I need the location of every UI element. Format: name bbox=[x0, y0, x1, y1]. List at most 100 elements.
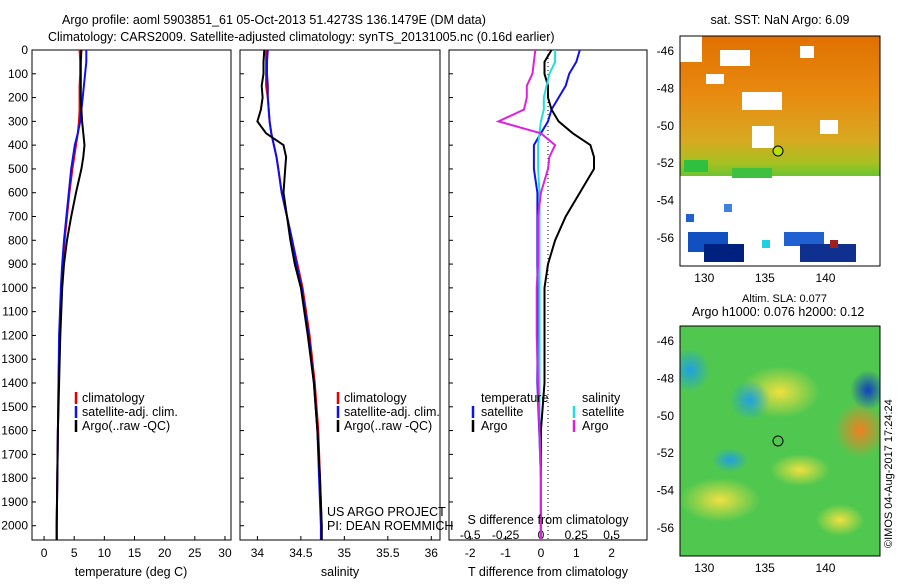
sla-map-lat-label: -54 bbox=[657, 484, 675, 498]
sla-map-lon-label: 135 bbox=[755, 561, 775, 575]
difference-xlabel: T difference from climatology bbox=[468, 565, 629, 579]
sla-blob bbox=[850, 370, 880, 410]
depth-tick-label: 100 bbox=[8, 67, 28, 81]
sst-map-lat-label: -54 bbox=[657, 194, 675, 208]
sst-missing-patch bbox=[706, 74, 724, 84]
sst-map-lat-label: -46 bbox=[657, 44, 675, 58]
difference-t-tick-label: -1 bbox=[500, 546, 511, 560]
difference-line-salinity-argo bbox=[495, 49, 557, 540]
temperature-x-tick-label: 25 bbox=[188, 546, 202, 560]
legend-label-satellite: satellite-adj. clim. bbox=[344, 405, 440, 419]
sst-missing-patch bbox=[742, 92, 782, 110]
legend-label-satellite: satellite-adj. clim. bbox=[82, 405, 178, 419]
sla-map bbox=[680, 326, 880, 556]
difference-s-tick-label: 0.25 bbox=[565, 528, 589, 542]
sst-map-title: sat. SST: NaN Argo: 6.09 bbox=[711, 13, 850, 27]
sla-map-lon-label: 140 bbox=[815, 561, 835, 575]
salinity-xlabel: salinity bbox=[321, 565, 360, 579]
temperature-line-argo bbox=[55, 49, 86, 540]
sst-missing-patch bbox=[720, 50, 750, 66]
axes-layer: 0100200300400500600700800900100011001200… bbox=[1, 43, 835, 575]
credit-line1: US ARGO PROJECT bbox=[327, 505, 446, 519]
depth-tick-label: 1900 bbox=[1, 495, 28, 509]
legend-label-argo: Argo(..raw -QC) bbox=[344, 419, 432, 433]
depth-tick-label: 1300 bbox=[1, 352, 28, 366]
depth-tick-label: 800 bbox=[8, 233, 28, 247]
depth-tick-label: 1100 bbox=[2, 305, 28, 319]
figure-title-line1: Argo profile: aoml 5903851_61 05-Oct-201… bbox=[62, 13, 486, 27]
legend-title-salinity: salinity bbox=[582, 391, 621, 405]
depth-tick-label: 200 bbox=[8, 91, 28, 105]
imos-timestamp: ©IMOS 04-Aug-2017 17:24:24 bbox=[883, 399, 895, 548]
depth-tick-label: 1200 bbox=[1, 328, 28, 342]
credit-line2: PI: DEAN ROEMMICH bbox=[327, 519, 453, 533]
temperature-panel-frame bbox=[31, 49, 232, 541]
sst-green-cells bbox=[684, 160, 708, 172]
sla-blob bbox=[730, 380, 770, 420]
depth-tick-label: 1400 bbox=[1, 376, 28, 390]
difference-top-label: S difference from climatology bbox=[468, 513, 630, 527]
legend-label-argo: Argo(..raw -QC) bbox=[82, 419, 170, 433]
sst-map-lon-label: 135 bbox=[755, 271, 775, 285]
sst-cyan-cell bbox=[762, 240, 770, 248]
sst-red-cell bbox=[830, 240, 838, 248]
sla-map-lon-label: 130 bbox=[694, 561, 714, 575]
salinity-panel-frame bbox=[239, 49, 441, 541]
depth-tick-label: 1000 bbox=[1, 281, 28, 295]
depth-tick-label: 900 bbox=[8, 257, 28, 271]
temperature-x-tick-label: 15 bbox=[128, 546, 142, 560]
depth-tick-label: 300 bbox=[8, 114, 28, 128]
sla-blob bbox=[834, 402, 880, 458]
legend-title-temperature: temperature bbox=[481, 391, 548, 405]
salinity-x-tick-label: 35.5 bbox=[376, 546, 400, 560]
sst-map-lat-label: -52 bbox=[657, 156, 675, 170]
sst-blue-cells bbox=[800, 244, 856, 262]
salinity-x-tick-label: 36 bbox=[425, 546, 439, 560]
lines-layer bbox=[55, 49, 595, 540]
depth-tick-label: 1700 bbox=[1, 447, 28, 461]
temperature-x-tick-label: 10 bbox=[98, 546, 112, 560]
legend-label-temp-argo: Argo bbox=[481, 419, 507, 433]
depth-tick-label: 400 bbox=[8, 138, 28, 152]
sla-map-lat-label: -46 bbox=[657, 334, 675, 348]
legend-label-sal-argo: Argo bbox=[582, 419, 608, 433]
depth-tick-label: 600 bbox=[8, 186, 28, 200]
difference-s-tick-label: 0.5 bbox=[603, 528, 620, 542]
temperature-legend: climatology satellite-adj. clim. Argo(..… bbox=[74, 391, 178, 433]
depth-tick-label: 1800 bbox=[1, 471, 28, 485]
sst-blue-cells bbox=[784, 232, 824, 246]
sla-map-lat-label: -56 bbox=[657, 521, 675, 535]
sla-blob bbox=[770, 454, 830, 486]
sst-map-lat-label: -50 bbox=[657, 119, 675, 133]
sst-map-lon-label: 130 bbox=[694, 271, 714, 285]
salinity-line-argo bbox=[256, 49, 323, 540]
legend-label-temp-satellite: satellite bbox=[481, 405, 523, 419]
sst-missing-patch bbox=[752, 126, 774, 148]
legend-label-climatology: climatology bbox=[82, 391, 145, 405]
difference-t-tick-label: -2 bbox=[465, 546, 476, 560]
legend-label-climatology: climatology bbox=[344, 391, 407, 405]
sla-blob bbox=[680, 478, 760, 522]
depth-tick-label: 1500 bbox=[1, 400, 28, 414]
depth-tick-label: 1600 bbox=[1, 424, 28, 438]
depth-tick-label: 0 bbox=[21, 43, 28, 57]
temperature-x-tick-label: 20 bbox=[158, 546, 172, 560]
sst-missing-patch bbox=[820, 120, 838, 134]
salinity-x-tick-label: 34.5 bbox=[289, 546, 313, 560]
sst-map-lat-label: -48 bbox=[657, 81, 675, 95]
figure-title-line2: Climatology: CARS2009. Satellite-adjuste… bbox=[48, 30, 555, 44]
difference-t-tick-label: 1 bbox=[573, 546, 580, 560]
difference-s-tick-label: -0.25 bbox=[492, 528, 520, 542]
sst-blue-cells bbox=[704, 244, 744, 262]
depth-tick-label: 500 bbox=[8, 162, 28, 176]
sla-blob bbox=[680, 348, 710, 392]
difference-s-tick-label: -0.5 bbox=[460, 528, 481, 542]
temperature-xlabel: temperature (deg C) bbox=[75, 565, 188, 579]
sst-green-cells bbox=[732, 168, 772, 178]
temperature-x-tick-label: 30 bbox=[218, 546, 232, 560]
temperature-x-tick-label: 5 bbox=[71, 546, 78, 560]
sst-map-frame bbox=[679, 35, 881, 267]
sla-blob bbox=[816, 504, 864, 536]
sst-argo-marker bbox=[772, 145, 784, 157]
